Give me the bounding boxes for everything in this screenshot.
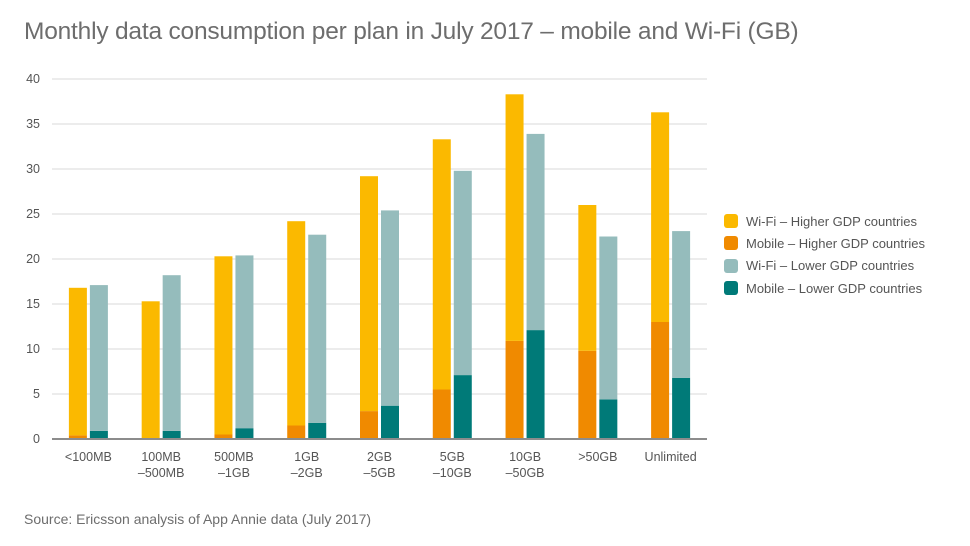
bar-segment (162, 430, 181, 439)
bar-segment (360, 411, 378, 439)
bar-segment (505, 340, 524, 439)
x-tick-label: 1GB –2GB (291, 450, 323, 480)
x-tick-label: 500MB –1GB (214, 450, 254, 480)
bar-chart: 0 5 10 15 20 25 30 35 40 <100MB 100MB –500MB 500MB –1… (26, 72, 707, 480)
bar-segment (235, 255, 254, 429)
bar-segment (68, 435, 87, 439)
bar-segment (381, 405, 399, 439)
y-tick-label: 30 (26, 162, 40, 176)
bar-segment (68, 287, 87, 436)
legend-label: Mobile – Higher GDP countries (746, 235, 925, 251)
legend-item-wifi-higher-gdp: Wi-Fi – Higher GDP countries (724, 210, 925, 232)
legend-item-wifi-lower-gdp: Wi-Fi – Lower GDP countries (724, 255, 925, 277)
bar-segment (432, 389, 451, 439)
y-tick-label: 15 (26, 297, 40, 311)
bar-segment (162, 275, 181, 431)
legend-label: Wi-Fi – Lower GDP countries (746, 258, 915, 274)
x-tick-label: 2GB –5GB (364, 450, 396, 480)
bar-segment (308, 234, 327, 423)
bar-segment (672, 231, 691, 378)
legend-swatch (724, 258, 738, 273)
legend-swatch (724, 281, 738, 296)
legend-item-mobile-lower-gdp: Mobile – Lower GDP countries (724, 277, 925, 299)
source-note: Source: Ericsson analysis of App Annie d… (24, 511, 372, 527)
bar-segment (599, 399, 618, 439)
bar-segment (360, 176, 378, 412)
x-tick-label: 10GB –50GB (506, 450, 545, 480)
y-tick-label: 35 (26, 117, 40, 131)
bar-segment (214, 434, 233, 439)
bar-segment (381, 210, 399, 406)
y-tick-label: 5 (33, 387, 40, 401)
bar-segment (287, 425, 306, 439)
bar-segment (599, 236, 618, 400)
bar-segment (308, 422, 327, 439)
x-tick-label: 100MB –500MB (138, 450, 185, 480)
y-tick-label: 0 (33, 432, 40, 446)
legend-item-mobile-higher-gdp: Mobile – Higher GDP countries (724, 232, 925, 254)
chart-legend: Wi-Fi – Higher GDP countries Mobile – Hi… (724, 210, 925, 299)
bar-segment (214, 256, 233, 435)
legend-swatch (724, 236, 738, 251)
y-tick-label: 10 (26, 342, 40, 356)
bar-segment (287, 221, 306, 426)
x-tick-label: >50GB (578, 450, 617, 464)
legend-swatch (724, 214, 738, 229)
bar-segment (89, 285, 108, 431)
bar-segment (453, 375, 472, 439)
bar-segment (578, 205, 597, 351)
y-tick-label: 20 (26, 252, 40, 266)
bar-segment (453, 170, 472, 376)
bar-segment (505, 94, 524, 341)
bar-segment (526, 133, 545, 331)
bar-segment (578, 350, 597, 439)
bar-segment (651, 322, 670, 439)
bar-segment (141, 301, 160, 439)
bar-segment (235, 428, 254, 439)
chart-title: Monthly data consumption per plan in Jul… (24, 18, 799, 45)
x-tick-label: Unlimited (645, 450, 697, 464)
y-tick-label: 40 (26, 72, 40, 86)
x-tick-label: 5GB –10GB (433, 450, 472, 480)
x-tick-label: <100MB (65, 450, 112, 464)
bar-segment (526, 330, 545, 439)
bar-segment (432, 139, 451, 390)
legend-label: Wi-Fi – Higher GDP countries (746, 213, 917, 229)
bar-segment (651, 112, 670, 322)
bar-segment (672, 377, 691, 439)
bar-segment (89, 430, 108, 439)
y-tick-label: 25 (26, 207, 40, 221)
legend-label: Mobile – Lower GDP countries (746, 280, 923, 296)
